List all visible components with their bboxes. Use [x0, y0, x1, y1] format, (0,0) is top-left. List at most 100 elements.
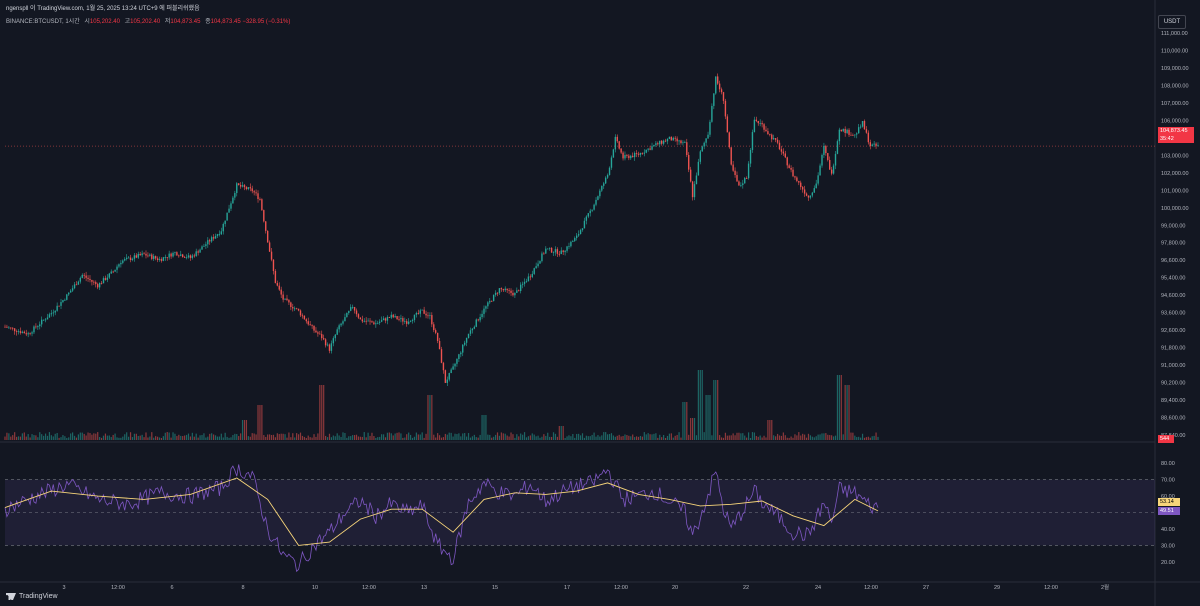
tradingview-logo[interactable]: TradingView: [6, 593, 58, 600]
candle-body: [747, 163, 750, 179]
candle-body: [850, 134, 852, 136]
volume-bar: [409, 434, 412, 440]
candle-body: [574, 238, 576, 242]
candle-body: [39, 324, 41, 327]
volume-bar: [191, 432, 193, 440]
volume-bar: [91, 434, 93, 440]
candle-body: [531, 273, 533, 277]
volume-bar: [595, 436, 597, 440]
candle-body: [577, 234, 580, 236]
candle-body: [270, 251, 273, 260]
volume-bar: [31, 434, 33, 440]
volume-bar: [433, 434, 435, 440]
candle-body: [21, 331, 24, 333]
volume-bar: [145, 432, 147, 440]
volume-bar: [643, 432, 645, 440]
candle-body: [324, 339, 327, 346]
volume-bar: [71, 432, 74, 440]
volume-bar: [253, 433, 255, 440]
candle-body: [496, 292, 499, 294]
volume-bar: [116, 437, 118, 440]
currency-button[interactable]: USDT: [1158, 15, 1186, 29]
volume-bar: [108, 435, 110, 440]
high-label: 고: [124, 19, 131, 25]
candle-body: [660, 140, 663, 144]
candle-body: [773, 138, 775, 140]
volume-bar: [60, 437, 62, 440]
candle-body: [670, 136, 673, 141]
volume-bar: [690, 418, 692, 440]
candle-body: [255, 192, 257, 194]
volume-bar: [699, 370, 701, 440]
volume-bar: [759, 435, 761, 440]
candle-body: [363, 320, 365, 322]
candle-body: [259, 199, 261, 200]
candle-body: [776, 139, 779, 143]
candle-body: [844, 128, 846, 133]
candle-body: [87, 277, 89, 279]
candle-body: [95, 282, 97, 285]
volume-bar: [747, 432, 750, 440]
candle-body: [612, 149, 615, 158]
volume-bar: [732, 433, 734, 440]
volume-bar: [41, 434, 43, 440]
volume-bar: [19, 436, 22, 440]
price-axis-label: 91,800.00: [1161, 346, 1185, 352]
candle-body: [299, 310, 302, 316]
volume-bar: [164, 432, 166, 440]
volume-bar: [585, 435, 587, 440]
candle-body: [396, 316, 398, 320]
candle-body: [15, 331, 18, 332]
candle-body: [481, 313, 483, 317]
volume-bar: [95, 433, 97, 440]
volume-bar: [831, 435, 833, 440]
candle-body: [166, 257, 168, 259]
volume-bar: [280, 433, 282, 440]
high-value: 105,202.40: [130, 19, 161, 25]
price-axis-label: 103,000.00: [1161, 153, 1189, 159]
candle-body: [757, 120, 759, 124]
symbol-name[interactable]: BINANCE:BTCUSDT, 1시간: [6, 19, 80, 25]
candle-body: [678, 140, 680, 142]
candle-body: [114, 269, 116, 272]
candle-body: [369, 320, 371, 322]
volume-bar: [344, 433, 346, 440]
volume-bar: [14, 432, 16, 440]
candle-body: [10, 327, 12, 329]
candle-body: [286, 298, 288, 301]
candle-body: [462, 344, 464, 353]
volume-bar: [832, 436, 835, 440]
candle-body: [234, 193, 236, 198]
candle-body: [77, 281, 80, 285]
candle-body: [749, 149, 752, 164]
candle-body: [315, 330, 317, 333]
candle-body: [380, 320, 383, 322]
volume-bar: [319, 385, 321, 440]
volume-bar: [730, 435, 732, 440]
volume-bar: [381, 434, 383, 440]
volume-bar: [149, 436, 151, 440]
candle-body: [871, 144, 873, 147]
candle-body: [533, 268, 535, 274]
volume-bar: [761, 437, 763, 440]
candle-body: [456, 359, 458, 364]
candle-body: [798, 181, 800, 183]
volume-bar: [508, 436, 510, 440]
volume-bar: [106, 435, 108, 440]
volume-bar: [77, 434, 79, 440]
candle-body: [129, 257, 132, 260]
candle-body: [489, 300, 491, 303]
candle-body: [800, 182, 802, 188]
volume-bar: [867, 436, 869, 440]
candle-body: [170, 253, 172, 257]
volume-bar: [415, 432, 417, 440]
candle-body: [330, 343, 333, 351]
candle-body: [13, 328, 16, 332]
volume-bar: [129, 432, 132, 440]
volume-bar: [850, 432, 852, 440]
candle-body: [653, 144, 655, 147]
candle-body: [805, 193, 808, 196]
candle-body: [545, 248, 547, 254]
volume-bar: [552, 432, 555, 440]
